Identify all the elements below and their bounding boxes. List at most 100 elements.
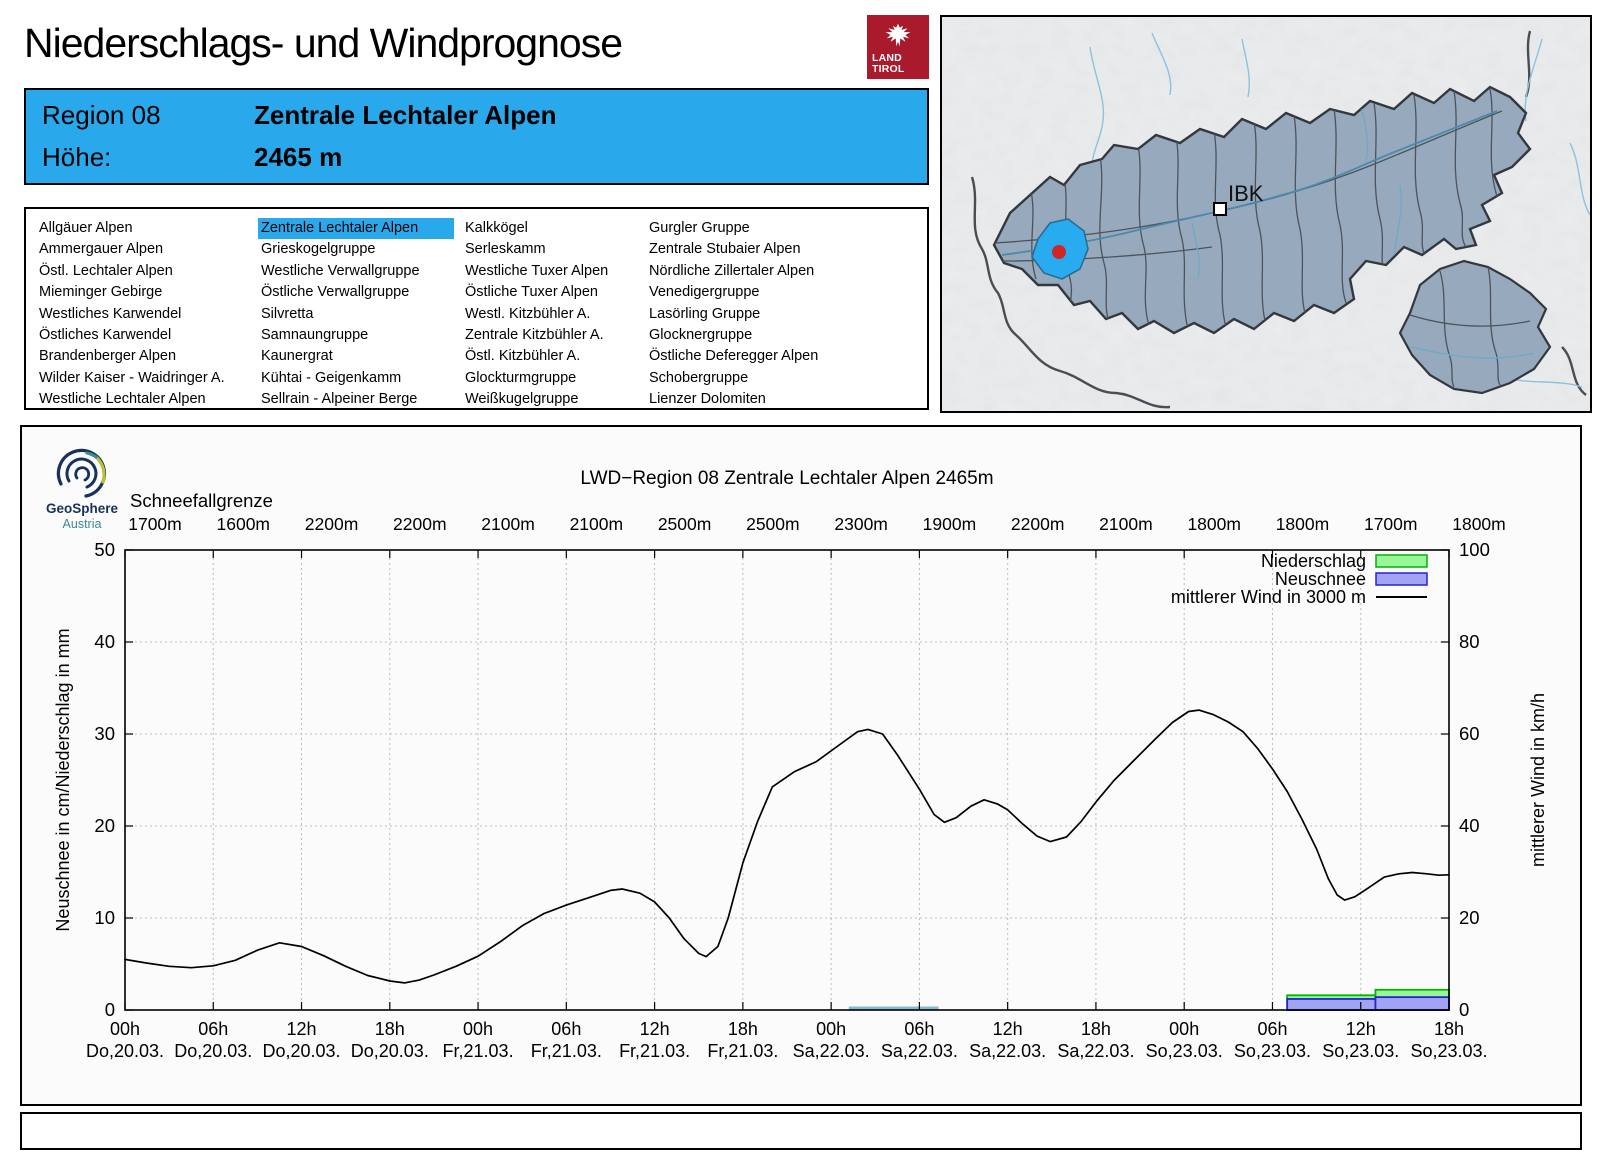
svg-text:10: 10 (94, 907, 115, 928)
svg-text:Sa,22.03.: Sa,22.03. (1057, 1041, 1134, 1061)
region-list-item[interactable]: Lienzer Dolomiten (649, 391, 766, 408)
svg-text:So,23.03.: So,23.03. (1234, 1041, 1311, 1061)
svg-text:20: 20 (94, 815, 115, 836)
svg-text:2200m: 2200m (393, 514, 447, 534)
svg-text:12h: 12h (287, 1019, 317, 1039)
map-river-inn (1001, 110, 1498, 256)
x-axis-hour-labels: 00h 06h 12h 18h 00h 06h 12h 18h 00h 06h 12h 18h 00h 0… (110, 1019, 1464, 1039)
selected-region-marker (1052, 245, 1066, 259)
y-axis-right-title: mittlerer Wind in km/h (1528, 693, 1548, 867)
region-list-item[interactable]: Nördliche Zillertaler Alpen (649, 262, 815, 279)
svg-text:Do,20.03.: Do,20.03. (263, 1041, 341, 1061)
svg-text:Fr,21.03.: Fr,21.03. (619, 1041, 690, 1061)
svg-text:1900m: 1900m (923, 514, 977, 534)
region-list-item[interactable]: Mieminger Gebirge (39, 284, 163, 301)
region-list-item[interactable]: Silvretta (261, 305, 314, 322)
region-list-item[interactable]: Kühtai - Geigenkamm (261, 369, 402, 386)
y-axis-left-title: Neuschnee in cm/Niederschlag in mm (53, 628, 73, 931)
svg-text:12h: 12h (1346, 1019, 1376, 1039)
chart-title: LWD−Region 08 Zentrale Lechtaler Alpen 2… (580, 468, 993, 489)
region-list-item[interactable]: Weißkugelgruppe (465, 391, 579, 408)
y-axis-right-labels: 0 20 40 60 80 100 (1459, 539, 1490, 1020)
svg-text:Sa,22.03.: Sa,22.03. (793, 1041, 870, 1061)
svg-text:12h: 12h (640, 1019, 670, 1039)
region-list-item[interactable]: Westliche Verwallgruppe (261, 262, 420, 279)
map-region-nordtirol (992, 85, 1532, 335)
region-list-item[interactable]: Östl. Kitzbühler A. (465, 348, 581, 365)
region-list-item[interactable]: Lasörling Gruppe (649, 305, 761, 322)
svg-text:Fr,21.03.: Fr,21.03. (531, 1041, 602, 1061)
region-list-item[interactable]: Sellrain - Alpeiner Berge (261, 391, 418, 408)
svg-text:mittlerer Wind in 3000 m: mittlerer Wind in 3000 m (1171, 587, 1366, 607)
region-list-item[interactable]: Östliches Karwendel (39, 326, 172, 343)
region-list-item[interactable]: Glockturmgruppe (465, 369, 577, 386)
region-list-item[interactable]: Kalkkögel (465, 220, 528, 236)
region-list-item[interactable]: Östliche Deferegger Alpen (649, 348, 819, 365)
region-list-item[interactable]: Ammergauer Alpen (39, 241, 164, 258)
ibk-marker (1213, 202, 1227, 216)
region-list-item[interactable]: Gurgler Gruppe (649, 220, 750, 236)
svg-text:2200m: 2200m (1011, 514, 1065, 534)
region-list-item[interactable]: Östliche Tuxer Alpen (465, 284, 598, 301)
region-list-item[interactable]: Westliche Tuxer Alpen (465, 262, 609, 279)
svg-text:2100m: 2100m (1099, 514, 1153, 534)
x-axis-date-labels: Do,20.03. Do,20.03. Do,20.03. Do,20.03. Fr,2… (86, 1041, 1488, 1061)
footer-box (20, 1112, 1582, 1150)
region-list-item[interactable]: Glocknergruppe (649, 326, 753, 343)
svg-text:1700m: 1700m (128, 514, 182, 534)
region-list-item[interactable]: Östl. Lechtaler Alpen (39, 262, 173, 279)
svg-text:20: 20 (1459, 907, 1480, 928)
region-list-item[interactable]: Brandenberger Alpen (39, 348, 177, 365)
svg-text:40: 40 (1459, 815, 1480, 836)
svg-text:2100m: 2100m (481, 514, 535, 534)
svg-text:80: 80 (1459, 631, 1480, 652)
svg-text:06h: 06h (904, 1019, 934, 1039)
region-list-item[interactable]: Venedigergruppe (649, 284, 760, 301)
svg-text:2100m: 2100m (570, 514, 624, 534)
svg-text:50: 50 (94, 539, 115, 560)
svg-text:Do,20.03.: Do,20.03. (351, 1041, 429, 1061)
svg-text:2300m: 2300m (834, 514, 888, 534)
svg-text:18h: 18h (1081, 1019, 1111, 1039)
svg-text:So,23.03.: So,23.03. (1410, 1041, 1487, 1061)
region-list-item[interactable]: Zentrale Kitzbühler A. (465, 326, 604, 343)
svg-text:1800m: 1800m (1187, 514, 1241, 534)
svg-text:100: 100 (1459, 539, 1490, 560)
region-list: Allgäuer Alpen Ammergauer Alpen Östl. Lech… (24, 207, 929, 410)
svg-text:2200m: 2200m (305, 514, 359, 534)
region-list-item[interactable]: Westliches Karwendel (39, 305, 182, 322)
wind-line (124, 709, 1450, 984)
region-list-item[interactable]: Westliche Lechtaler Alpen (39, 391, 206, 408)
region-list-item[interactable]: Östliche Verwallgruppe (261, 284, 410, 301)
region-list-item[interactable]: Westl. Kitzbühler A. (465, 305, 591, 322)
svg-text:Austria: Austria (63, 517, 102, 531)
neuschnee-bars (1286, 996, 1450, 1011)
svg-text:0: 0 (105, 999, 115, 1020)
y-axis-left-labels: 0 10 20 30 40 50 (94, 539, 115, 1020)
region-list-item[interactable]: Zentrale Stubaier Alpen (649, 241, 801, 258)
map-region-osttirol (1398, 259, 1552, 395)
land-tirol-logo: LAND TIROL (867, 15, 929, 79)
region-list-column: Gurgler Gruppe Zentrale Stubaier Alpen Nör… (646, 218, 876, 411)
region-list-item[interactable]: Schobergruppe (649, 369, 749, 386)
region-list-item-selected[interactable]: Zentrale Lechtaler Alpen (258, 218, 454, 240)
forecast-chart-panel: GeoSphere Austria LWD−Region 08 Zentrale… (20, 425, 1582, 1106)
region-list-item[interactable]: Kaunergrat (261, 348, 333, 365)
svg-text:12h: 12h (993, 1019, 1023, 1039)
svg-text:00h: 00h (1169, 1019, 1199, 1039)
region-list-column: Kalkkögel Serleskamm Westliche Tuxer Alpen… (462, 218, 642, 411)
svg-text:1700m: 1700m (1364, 514, 1418, 534)
svg-text:1600m: 1600m (217, 514, 271, 534)
region-list-item[interactable]: Grieskogelgruppe (261, 241, 376, 258)
svg-text:Sa,22.03.: Sa,22.03. (881, 1041, 958, 1061)
svg-text:Fr,21.03.: Fr,21.03. (707, 1041, 778, 1061)
svg-text:So,23.03.: So,23.03. (1322, 1041, 1399, 1061)
region-list-item[interactable]: Allgäuer Alpen (39, 220, 133, 236)
region-list-item[interactable]: Samnaungruppe (261, 326, 369, 343)
svg-text:40: 40 (94, 631, 115, 652)
region-list-item[interactable]: Wilder Kaiser - Waidringer A. (39, 369, 225, 386)
region-list-item[interactable]: Serleskamm (465, 241, 546, 258)
svg-text:06h: 06h (198, 1019, 228, 1039)
svg-text:Fr,21.03.: Fr,21.03. (443, 1041, 514, 1061)
